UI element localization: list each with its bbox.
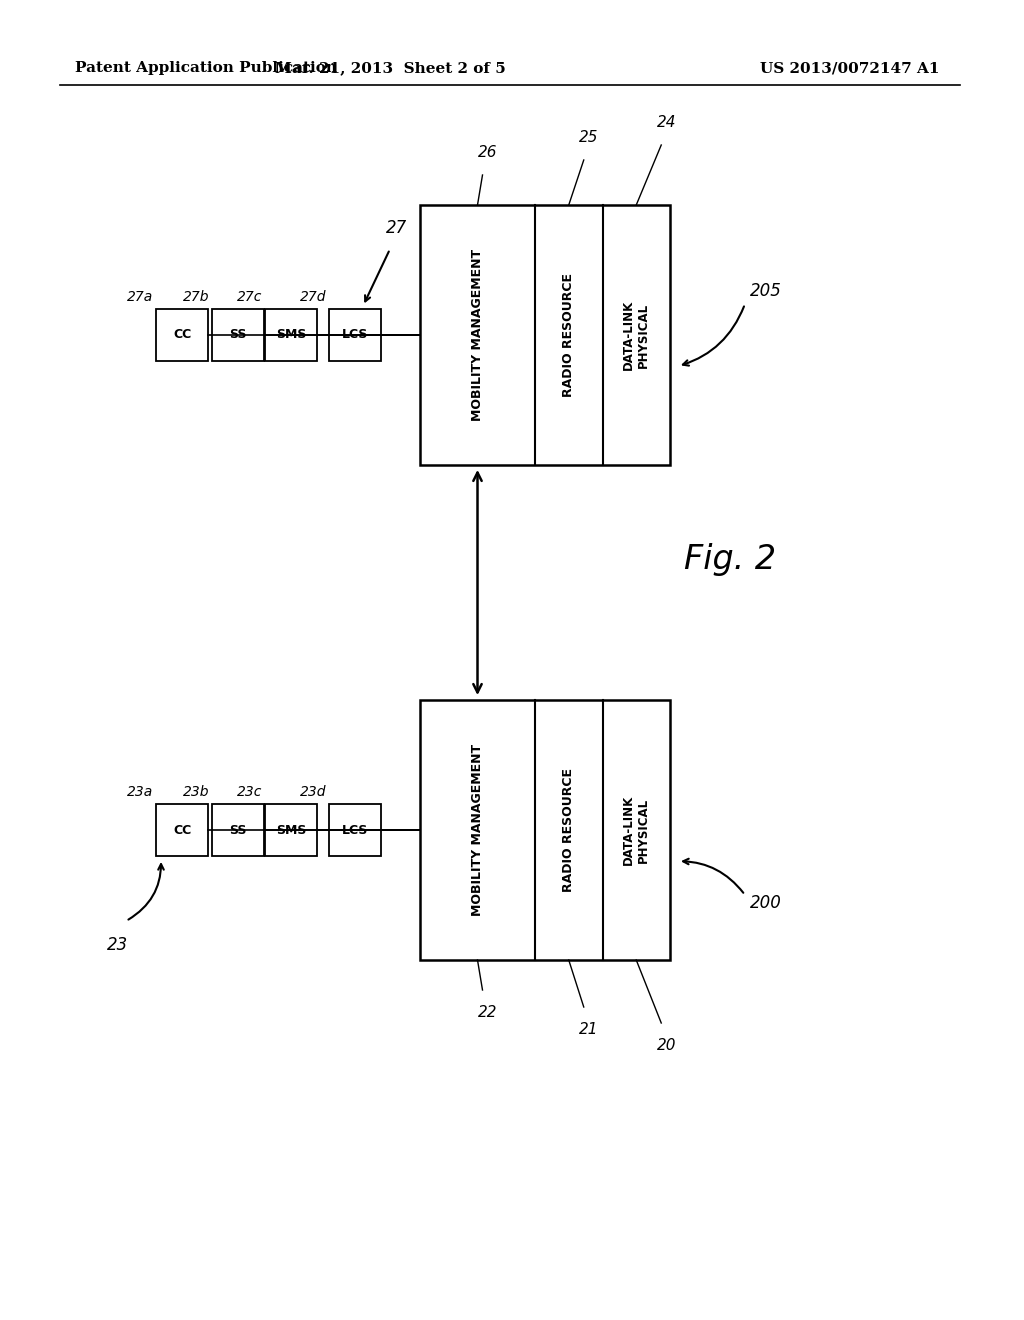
Text: US 2013/0072147 A1: US 2013/0072147 A1 [760, 61, 939, 75]
Bar [265, 804, 317, 855]
Text: 27b: 27b [182, 290, 209, 304]
Bar [265, 309, 317, 360]
Text: 205: 205 [750, 281, 782, 300]
Text: SS: SS [229, 824, 247, 837]
Text: 25: 25 [579, 129, 598, 145]
Text: 20: 20 [656, 1038, 676, 1053]
Text: DATA-LINK
PHYSICAL: DATA-LINK PHYSICAL [623, 300, 650, 370]
Text: RADIO RESOURCE: RADIO RESOURCE [562, 273, 575, 397]
Text: 23d: 23d [299, 785, 326, 799]
Text: 200: 200 [750, 894, 782, 912]
Bar [420, 700, 670, 960]
Text: 27c: 27c [237, 290, 262, 304]
Bar [212, 309, 264, 360]
Text: LCS: LCS [342, 824, 369, 837]
Text: 23c: 23c [237, 785, 262, 799]
Text: DATA-LINK
PHYSICAL: DATA-LINK PHYSICAL [623, 795, 650, 865]
Text: MOBILITY MANAGEMENT: MOBILITY MANAGEMENT [471, 249, 484, 421]
Text: CC: CC [173, 824, 191, 837]
Text: SS: SS [229, 329, 247, 342]
Text: CC: CC [173, 329, 191, 342]
Text: 27a: 27a [127, 290, 153, 304]
Text: 27d: 27d [299, 290, 326, 304]
Text: SMS: SMS [275, 824, 306, 837]
Text: Mar. 21, 2013  Sheet 2 of 5: Mar. 21, 2013 Sheet 2 of 5 [274, 61, 506, 75]
Text: Fig. 2: Fig. 2 [684, 544, 776, 577]
Text: 26: 26 [478, 145, 498, 160]
Text: LCS: LCS [342, 329, 369, 342]
Text: SMS: SMS [275, 329, 306, 342]
Text: 21: 21 [579, 1022, 598, 1038]
Text: Patent Application Publication: Patent Application Publication [75, 61, 337, 75]
Text: 23a: 23a [127, 785, 153, 799]
Text: MOBILITY MANAGEMENT: MOBILITY MANAGEMENT [471, 744, 484, 916]
Bar [329, 309, 381, 360]
Bar [156, 804, 208, 855]
Text: 23b: 23b [182, 785, 209, 799]
Text: 27: 27 [386, 219, 408, 238]
Text: RADIO RESOURCE: RADIO RESOURCE [562, 768, 575, 892]
Bar [212, 804, 264, 855]
Bar [156, 309, 208, 360]
Bar [420, 205, 670, 465]
Text: 24: 24 [656, 115, 676, 129]
Text: 22: 22 [478, 1005, 498, 1020]
Text: 23: 23 [108, 936, 129, 954]
Bar [329, 804, 381, 855]
